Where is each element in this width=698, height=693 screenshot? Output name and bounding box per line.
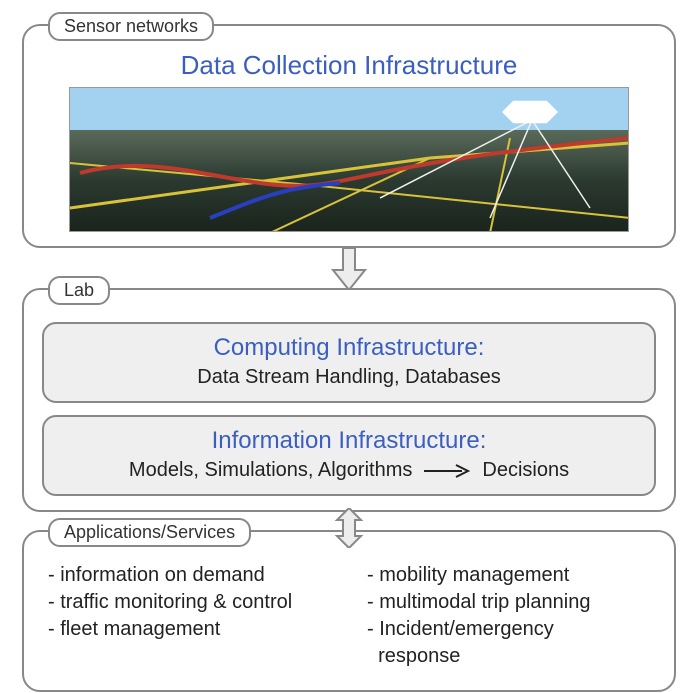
computing-infrastructure-text: Data Stream Handling, Databases [58, 366, 640, 389]
sensor-networks-body: Data Collection Infrastructure [24, 26, 674, 246]
sensor-networks-tag: Sensor networks [48, 12, 214, 41]
computing-infrastructure-title: Computing Infrastructure: [58, 334, 640, 362]
info-left-text: Models, Simulations, Algorithms [129, 459, 412, 482]
computing-infrastructure-box: Computing Infrastructure: Data Stream Ha… [42, 322, 656, 403]
applications-panel: Applications/Services - information on d… [22, 530, 676, 692]
down-arrow-1 [10, 248, 688, 290]
app-item: - information on demand [48, 562, 337, 589]
app-item: - Incident/emergency [367, 616, 656, 643]
applications-col-2: - mobility management - multimodal trip … [367, 562, 656, 670]
bi-arrow [10, 508, 688, 542]
information-infrastructure-title: Information Infrastructure: [58, 427, 640, 455]
information-infrastructure-box: Information Infrastructure: Models, Simu… [42, 415, 656, 496]
app-item: - traffic monitoring & control [48, 589, 337, 616]
right-arrow-icon [422, 464, 472, 478]
aerial-map-image [69, 87, 629, 232]
down-arrow-icon [329, 248, 369, 290]
lab-tag: Lab [48, 276, 110, 305]
lab-panel: Lab Computing Infrastructure: Data Strea… [22, 288, 676, 512]
applications-body: - information on demand - traffic monito… [24, 532, 674, 690]
applications-columns: - information on demand - traffic monito… [42, 552, 656, 676]
app-item: response [367, 643, 656, 670]
bi-arrow-icon [331, 508, 367, 548]
information-infrastructure-row: Models, Simulations, Algorithms Decision… [58, 459, 640, 482]
data-collection-title: Data Collection Infrastructure [42, 50, 656, 81]
sensor-networks-panel: Sensor networks Data Collection Infrastr… [22, 24, 676, 248]
lab-body: Computing Infrastructure: Data Stream Ha… [24, 290, 674, 510]
app-item: - mobility management [367, 562, 656, 589]
applications-col-1: - information on demand - traffic monito… [48, 562, 337, 670]
info-right-text: Decisions [482, 459, 569, 482]
app-item: - fleet management [48, 616, 337, 643]
app-item: - multimodal trip planning [367, 589, 656, 616]
